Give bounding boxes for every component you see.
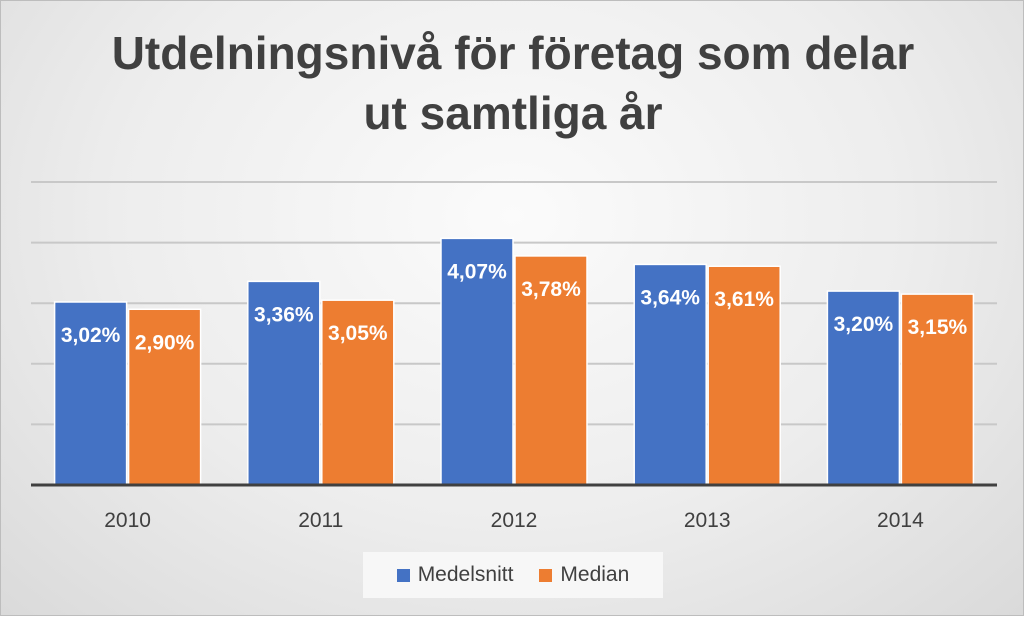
legend-label-median: Median bbox=[560, 563, 630, 586]
x-tick-label: 2012 bbox=[491, 509, 538, 532]
data-label: 3,05% bbox=[328, 322, 388, 345]
legend-item-median: Median bbox=[539, 563, 629, 587]
chart-title-line-1: Utdelningsnivå för företag som delar bbox=[111, 27, 915, 79]
data-label: 3,15% bbox=[908, 316, 968, 339]
data-label: 3,36% bbox=[254, 303, 314, 326]
legend-item-medelsnitt: Medelsnitt bbox=[396, 563, 514, 587]
data-label: 3,20% bbox=[834, 313, 894, 336]
chart-legend: Medelsnitt Median bbox=[363, 552, 663, 598]
bar-medelsnitt-2010 bbox=[53, 301, 128, 486]
data-label: 4,07% bbox=[447, 260, 507, 283]
data-label: 3,64% bbox=[640, 286, 700, 309]
x-tick-label: 2014 bbox=[877, 509, 924, 532]
legend-swatch-medelsnitt bbox=[396, 568, 410, 582]
bar-medelsnitt-2014 bbox=[826, 290, 901, 486]
bar-median-2010 bbox=[127, 308, 202, 486]
data-label: 3,61% bbox=[714, 288, 774, 311]
x-tick-label: 2011 bbox=[298, 509, 343, 532]
bar-median-2011 bbox=[321, 299, 395, 486]
bar-medelsnitt-2013 bbox=[633, 263, 707, 486]
bar-medelsnitt-2011 bbox=[247, 280, 321, 486]
x-tick-label: 2013 bbox=[684, 509, 731, 532]
data-label: 3,78% bbox=[521, 278, 581, 301]
data-label: 3,02% bbox=[61, 324, 121, 347]
legend-label-medelsnitt: Medelsnitt bbox=[417, 563, 514, 586]
data-label: 2,90% bbox=[135, 331, 195, 354]
legend-swatch-median bbox=[539, 568, 553, 582]
chart-title: Utdelningsnivå för företag som delar ut … bbox=[1, 23, 1024, 143]
bar-median-2014 bbox=[900, 293, 975, 486]
bar-median-2012 bbox=[514, 255, 588, 486]
bar-medelsnitt-2012 bbox=[440, 237, 514, 486]
bar-median-2013 bbox=[707, 265, 781, 486]
chart-title-line-2: ut samtliga år bbox=[363, 87, 663, 139]
x-tick-label: 2010 bbox=[104, 509, 151, 532]
